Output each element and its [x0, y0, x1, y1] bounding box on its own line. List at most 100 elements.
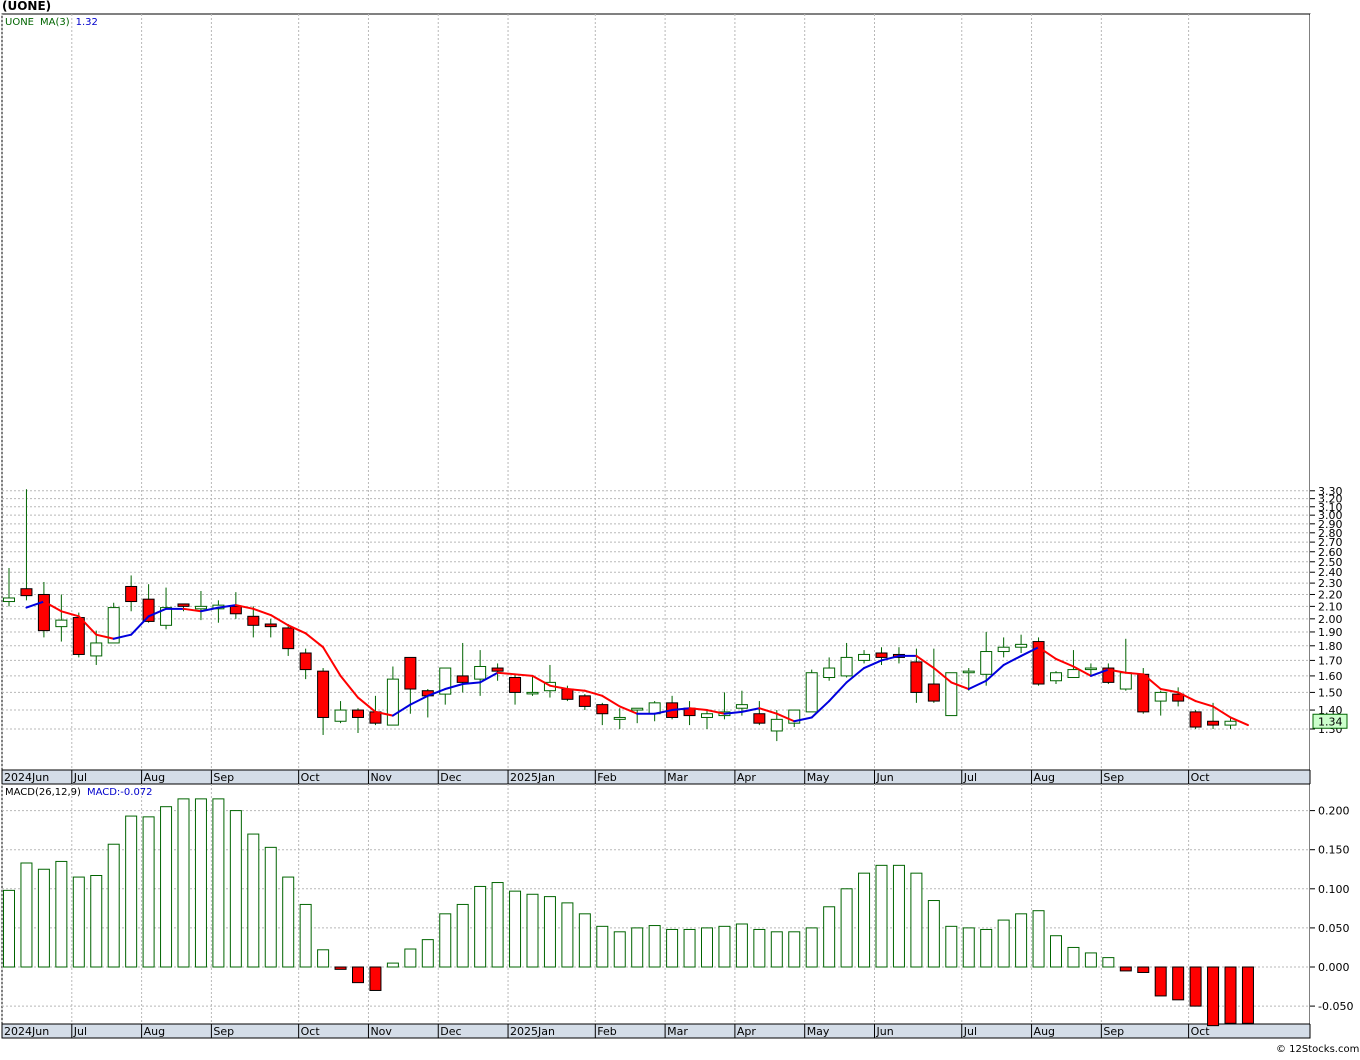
month-label: Sep [1103, 1025, 1124, 1038]
macd-bar [107, 843, 120, 968]
candle-body [1084, 667, 1097, 671]
candle [1084, 663, 1097, 676]
macd-bar [543, 896, 556, 968]
candle [1172, 687, 1185, 707]
month-label: Apr [737, 1025, 757, 1038]
macd-bar [386, 962, 399, 968]
macd-bar [962, 927, 975, 968]
candle-body [3, 597, 15, 603]
candle-body [997, 646, 1010, 653]
ma-segment [915, 654, 935, 670]
ma-segment [1037, 646, 1057, 660]
candle [596, 702, 609, 726]
candle-body [299, 652, 312, 671]
ma-segment [461, 681, 482, 686]
candle-body [177, 603, 190, 607]
month-label: Jul [963, 771, 977, 784]
candle [980, 631, 993, 686]
price-legend: UONE MA(3) 1.32 [5, 17, 98, 28]
month-label: 2024Jun [4, 1025, 49, 1038]
macd-bar [404, 948, 417, 968]
candle-body [55, 619, 68, 628]
macd-bar [1207, 966, 1220, 1027]
macd-legend-value: MACD:-0.072 [87, 787, 153, 798]
candle [578, 694, 591, 711]
month-label: Feb [597, 1025, 616, 1038]
macd-bar [613, 931, 626, 968]
macd-bar [578, 913, 591, 968]
price-tick-label: 2.40 [1318, 566, 1343, 579]
month-label: Jul [73, 1025, 87, 1038]
macd-bar [997, 919, 1010, 968]
candle-body [1207, 720, 1220, 726]
candle-body [1067, 669, 1080, 679]
month-label: 2025Jan [510, 1025, 555, 1038]
candle [945, 672, 958, 717]
candle [90, 630, 103, 665]
candle-body [334, 709, 347, 722]
macd-bar [945, 925, 958, 968]
candle [37, 581, 50, 638]
macd-bar [55, 860, 68, 968]
macd-bar [526, 893, 539, 968]
candle [264, 618, 277, 638]
ma-segment [828, 681, 848, 703]
candle [1224, 717, 1237, 729]
candle-body [474, 665, 487, 680]
ma-segment [304, 632, 325, 649]
macd-bar [160, 806, 173, 968]
macd-bar [666, 928, 679, 968]
candle-body [491, 667, 504, 672]
candle [334, 701, 347, 724]
ma-segment [1089, 668, 1110, 677]
macd-bar [20, 862, 33, 968]
month-label: Oct [1191, 771, 1211, 784]
candle [299, 648, 312, 680]
price-tick-label: 1.50 [1318, 686, 1343, 699]
candle [526, 675, 539, 696]
candle-body [1032, 641, 1045, 685]
candle-body [194, 605, 207, 610]
month-label: Feb [597, 771, 616, 784]
macd-bar [90, 875, 103, 968]
macd-bar [439, 913, 452, 968]
candle [1154, 690, 1167, 716]
candle-body [1119, 672, 1132, 690]
candle-body [1189, 711, 1202, 728]
macd-bar [1224, 966, 1237, 1024]
candle-body [37, 593, 50, 632]
macd-tick-label: -0.050 [1318, 1000, 1353, 1013]
macd-bar [421, 939, 434, 968]
ma-segment [234, 604, 255, 610]
ma-segment [1194, 700, 1215, 708]
candle-body [1154, 691, 1167, 702]
macd-bar [875, 864, 888, 968]
candle [753, 701, 766, 726]
ma-segment [95, 633, 115, 640]
candle [474, 650, 487, 696]
candle [1067, 650, 1080, 679]
candle [194, 591, 207, 621]
ma-segment [479, 671, 499, 684]
candle [840, 642, 853, 678]
candle [247, 606, 260, 638]
month-label: Mar [667, 771, 688, 784]
ma-segment [1212, 705, 1232, 719]
month-label: Jun [876, 771, 894, 784]
month-label: Dec [440, 1025, 461, 1038]
macd-bar [142, 816, 155, 968]
month-label: Nov [370, 1025, 392, 1038]
ma-segment [357, 696, 377, 713]
candle [352, 708, 364, 733]
ma-segment [374, 710, 394, 717]
price-tick-label: 1.60 [1318, 670, 1343, 683]
macd-bar [735, 923, 748, 968]
month-label: Jul [73, 771, 87, 784]
price-tick-label: 2.90 [1318, 518, 1343, 531]
macd-bar [247, 833, 260, 968]
ma-segment [932, 667, 953, 684]
macd-bar [352, 966, 364, 984]
macd-bar [474, 885, 487, 968]
